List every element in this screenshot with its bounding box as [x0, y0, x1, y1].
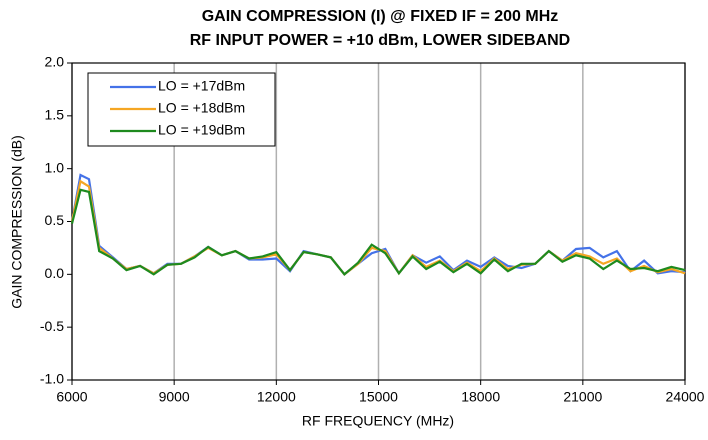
- x-tick-label: 24000: [666, 389, 705, 405]
- x-tick-label: 21000: [563, 389, 602, 405]
- x-tick-label: 15000: [359, 389, 398, 405]
- y-tick-label: -0.5: [40, 318, 64, 334]
- x-tick-label: 6000: [56, 389, 87, 405]
- legend-label: LO = +17dBm: [158, 78, 245, 94]
- legend-label: LO = +18dBm: [158, 100, 245, 116]
- y-tick-label: 1.5: [45, 107, 65, 123]
- x-tick-label: 9000: [159, 389, 190, 405]
- x-tick-label: 18000: [461, 389, 500, 405]
- series-line: [70, 188, 686, 276]
- y-tick-label: 1.0: [45, 159, 65, 175]
- y-tick-label: -1.0: [40, 371, 64, 387]
- chart-title: GAIN COMPRESSION (I) @ FIXED IF = 200 MH…: [202, 8, 559, 25]
- y-tick-label: 2.0: [45, 54, 65, 70]
- y-tick-label: 0.0: [45, 265, 65, 281]
- y-tick-label: 0.5: [45, 212, 65, 228]
- x-axis-label: RF FREQUENCY (MHz): [302, 413, 454, 429]
- y-axis-label: GAIN COMPRESSION (dB): [9, 135, 25, 308]
- legend-label: LO = +19dBm: [158, 122, 245, 138]
- x-tick-label: 12000: [257, 389, 296, 405]
- chart-subtitle: RF INPUT POWER = +10 dBm, LOWER SIDEBAND: [190, 32, 570, 49]
